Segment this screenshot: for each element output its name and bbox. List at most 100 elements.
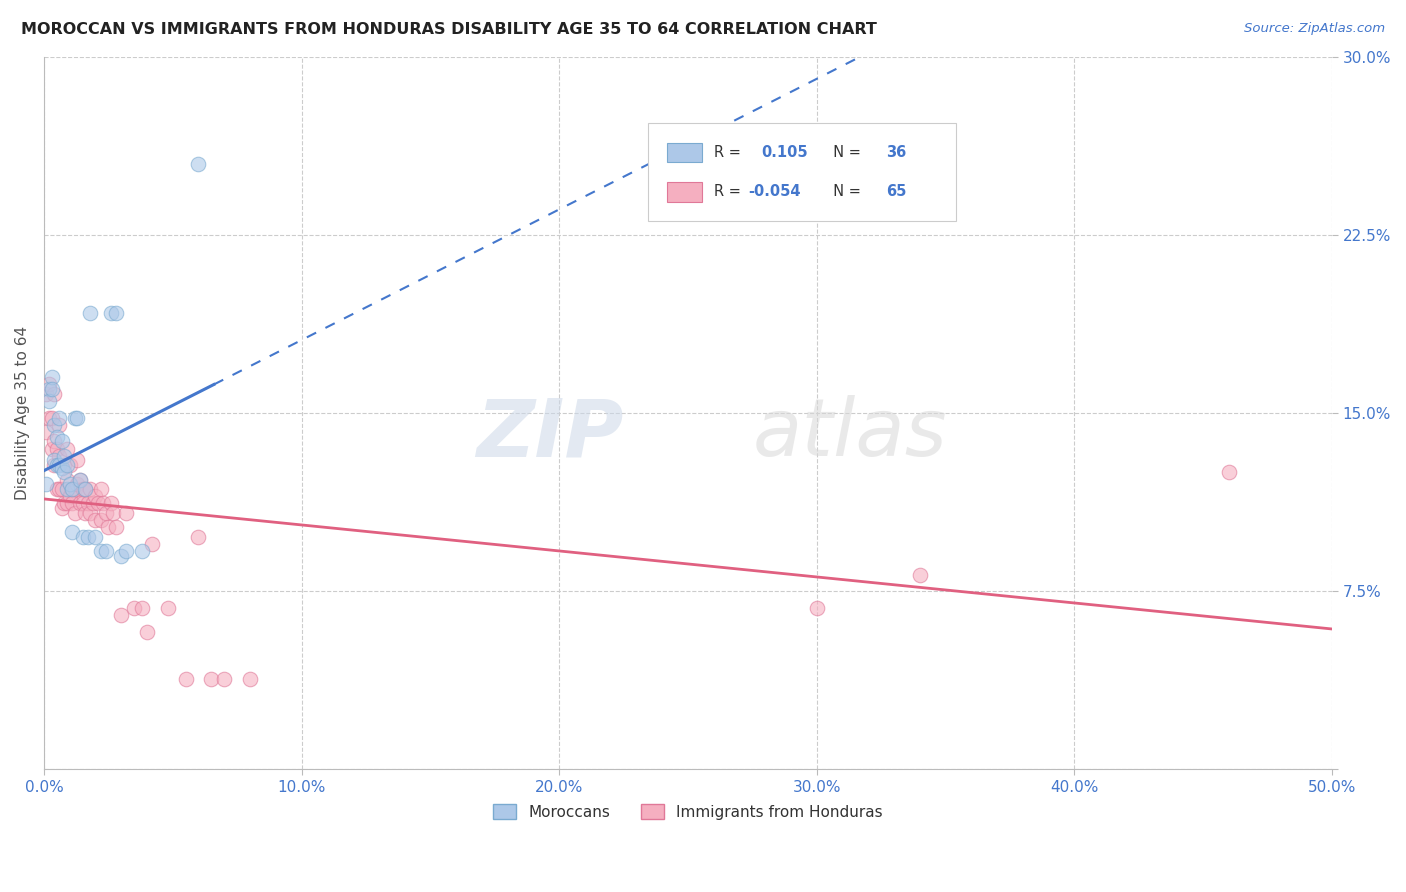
- Point: [84, 489, 107, 503]
- Point: [48, 482, 70, 496]
- Point: [136, 624, 159, 639]
- Point: [56, 482, 79, 496]
- Point: [56, 496, 79, 510]
- Point: [53, 449, 76, 463]
- Point: [63, 506, 86, 520]
- Text: ZIP: ZIP: [477, 395, 624, 474]
- Point: [44, 387, 66, 401]
- Y-axis label: Disability Age 35 to 64: Disability Age 35 to 64: [15, 326, 30, 500]
- Point: [51, 501, 73, 516]
- Text: -0.054: -0.054: [748, 185, 800, 200]
- Point: [60, 496, 83, 510]
- Point: [239, 672, 262, 686]
- Point: [66, 410, 89, 425]
- Legend: Moroccans, Immigrants from Honduras: Moroccans, Immigrants from Honduras: [488, 797, 889, 826]
- Point: [56, 458, 79, 473]
- Point: [44, 458, 66, 473]
- Point: [53, 466, 76, 480]
- Point: [45, 482, 67, 496]
- Point: [91, 496, 114, 510]
- Point: [75, 482, 97, 496]
- Text: N =: N =: [824, 185, 865, 200]
- Point: [115, 506, 138, 520]
- Point: [44, 453, 66, 467]
- Point: [141, 536, 163, 550]
- Point: [59, 477, 82, 491]
- Point: [38, 410, 60, 425]
- Text: 65: 65: [886, 185, 907, 200]
- Point: [75, 482, 97, 496]
- Point: [63, 410, 86, 425]
- Point: [97, 520, 120, 534]
- Point: [87, 496, 110, 510]
- Text: Source: ZipAtlas.com: Source: ZipAtlas.com: [1244, 22, 1385, 36]
- Point: [45, 430, 67, 444]
- Point: [84, 529, 107, 543]
- Point: [174, 672, 197, 686]
- Text: atlas: atlas: [752, 395, 948, 474]
- Text: 36: 36: [886, 145, 907, 161]
- Point: [66, 477, 89, 491]
- Point: [53, 458, 76, 473]
- Point: [79, 306, 101, 320]
- Point: [60, 524, 83, 539]
- Point: [131, 543, 153, 558]
- Point: [76, 496, 98, 510]
- Point: [69, 473, 91, 487]
- Text: R =: R =: [714, 185, 745, 200]
- Point: [79, 506, 101, 520]
- Point: [94, 543, 117, 558]
- Point: [100, 306, 122, 320]
- Point: [63, 482, 86, 496]
- Point: [187, 529, 209, 543]
- Point: [69, 473, 91, 487]
- Text: R =: R =: [714, 145, 745, 161]
- Point: [110, 607, 132, 622]
- Point: [72, 529, 94, 543]
- Point: [56, 442, 79, 456]
- Point: [41, 382, 63, 396]
- Point: [200, 672, 222, 686]
- Point: [105, 306, 128, 320]
- Point: [72, 482, 94, 496]
- Point: [75, 506, 97, 520]
- Text: 0.105: 0.105: [761, 145, 808, 161]
- Point: [35, 387, 58, 401]
- Point: [48, 410, 70, 425]
- Point: [131, 600, 153, 615]
- Point: [59, 458, 82, 473]
- Point: [44, 434, 66, 449]
- Point: [38, 382, 60, 396]
- Point: [48, 417, 70, 432]
- Point: [35, 477, 58, 491]
- Point: [103, 506, 125, 520]
- Point: [51, 460, 73, 475]
- Point: [115, 543, 138, 558]
- Point: [76, 529, 98, 543]
- Point: [48, 458, 70, 473]
- Point: [56, 473, 79, 487]
- Point: [59, 489, 82, 503]
- Point: [41, 442, 63, 456]
- Point: [105, 520, 128, 534]
- Point: [908, 567, 931, 582]
- Point: [53, 496, 76, 510]
- Point: [94, 506, 117, 520]
- Point: [35, 425, 58, 439]
- Point: [90, 513, 112, 527]
- Point: [51, 434, 73, 449]
- Point: [48, 449, 70, 463]
- Point: [51, 482, 73, 496]
- Text: MOROCCAN VS IMMIGRANTS FROM HONDURAS DISABILITY AGE 35 TO 64 CORRELATION CHART: MOROCCAN VS IMMIGRANTS FROM HONDURAS DIS…: [21, 22, 877, 37]
- Point: [187, 156, 209, 170]
- Point: [60, 482, 83, 496]
- Point: [69, 496, 91, 510]
- Point: [156, 600, 179, 615]
- Text: N =: N =: [824, 145, 865, 161]
- Point: [90, 482, 112, 496]
- Point: [90, 543, 112, 558]
- Point: [79, 482, 101, 496]
- Point: [38, 394, 60, 409]
- Point: [806, 600, 828, 615]
- Point: [1218, 466, 1240, 480]
